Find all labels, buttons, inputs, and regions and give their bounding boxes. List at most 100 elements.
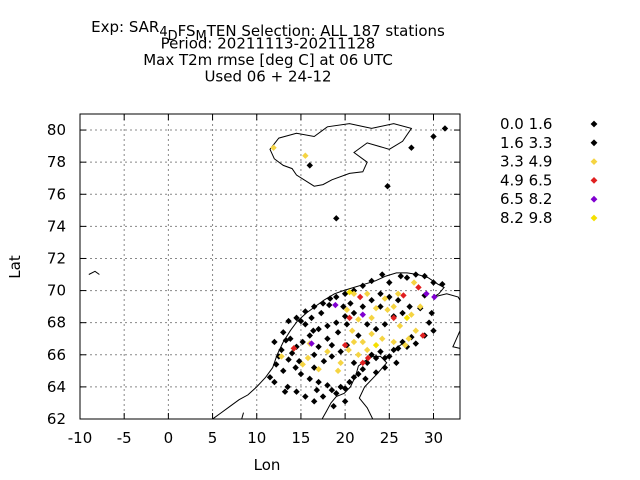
y-tick-label: 64 bbox=[47, 378, 66, 396]
station-marker bbox=[399, 309, 406, 317]
x-tick-label: -5 bbox=[117, 429, 132, 447]
station-marker bbox=[396, 322, 404, 330]
station-markers bbox=[266, 125, 449, 410]
coastline bbox=[452, 330, 460, 349]
station-marker bbox=[333, 293, 340, 301]
station-marker bbox=[278, 353, 285, 360]
station-marker bbox=[355, 351, 362, 358]
legend-marker bbox=[590, 158, 598, 165]
legend-label: 8.2 9.8 bbox=[500, 209, 552, 227]
station-marker bbox=[266, 374, 274, 381]
station-marker bbox=[397, 272, 404, 280]
station-marker bbox=[308, 314, 315, 322]
station-marker bbox=[310, 351, 318, 358]
plot-area bbox=[79, 113, 461, 420]
title-line: Used 06 + 24-12 bbox=[204, 68, 331, 86]
station-marker bbox=[333, 390, 340, 397]
station-marker bbox=[315, 366, 322, 373]
station-marker bbox=[346, 378, 353, 386]
y-tick-label: 74 bbox=[47, 217, 66, 235]
station-marker bbox=[421, 272, 428, 280]
station-marker bbox=[408, 311, 415, 318]
y-tick-label: 70 bbox=[47, 282, 66, 300]
title-part: D bbox=[168, 29, 178, 44]
station-marker bbox=[355, 316, 362, 323]
station-marker bbox=[328, 386, 336, 394]
station-marker bbox=[430, 133, 437, 140]
station-marker bbox=[318, 309, 325, 317]
station-marker bbox=[348, 327, 356, 334]
station-marker bbox=[302, 152, 309, 159]
station-marker bbox=[310, 327, 317, 334]
station-marker bbox=[337, 348, 344, 355]
station-marker bbox=[372, 341, 380, 349]
station-marker bbox=[334, 367, 342, 375]
title-line: Exp: SAR4DFSMTEN Selection: ALL 187 stat… bbox=[91, 18, 445, 44]
station-marker bbox=[315, 343, 322, 350]
station-marker bbox=[341, 398, 349, 405]
station-marker bbox=[403, 314, 411, 322]
station-marker bbox=[330, 402, 337, 410]
station-marker bbox=[285, 356, 292, 363]
station-marker bbox=[308, 340, 315, 347]
station-marker bbox=[419, 332, 427, 339]
title-part: FS bbox=[178, 22, 196, 40]
station-marker bbox=[284, 383, 291, 391]
x-tick-label: 15 bbox=[291, 429, 310, 447]
station-marker bbox=[379, 335, 386, 342]
station-marker bbox=[412, 340, 420, 347]
station-marker bbox=[347, 300, 354, 307]
station-marker bbox=[346, 314, 353, 322]
station-marker bbox=[412, 327, 420, 334]
station-marker bbox=[302, 321, 309, 328]
station-marker bbox=[278, 346, 285, 354]
y-tick-label: 80 bbox=[47, 121, 66, 139]
legend-marker bbox=[590, 139, 598, 147]
legend-label: 4.9 6.5 bbox=[500, 171, 552, 189]
station-marker bbox=[386, 279, 393, 286]
station-marker bbox=[341, 385, 349, 392]
station-marker bbox=[412, 271, 420, 278]
station-marker bbox=[400, 292, 407, 299]
station-marker bbox=[377, 348, 384, 355]
station-marker bbox=[359, 338, 366, 346]
station-marker bbox=[364, 359, 371, 367]
station-marker bbox=[362, 375, 369, 383]
y-tick-label: 72 bbox=[47, 249, 66, 267]
station-marker bbox=[405, 335, 412, 342]
legend-marker bbox=[590, 214, 598, 222]
station-marker bbox=[372, 305, 380, 312]
station-marker bbox=[319, 300, 327, 307]
station-marker bbox=[359, 282, 366, 289]
x-tick-label: 25 bbox=[380, 429, 399, 447]
station-marker bbox=[341, 341, 349, 349]
y-tick-label: 76 bbox=[47, 185, 66, 203]
station-marker bbox=[377, 290, 384, 297]
station-marker bbox=[384, 183, 391, 190]
station-marker bbox=[324, 322, 331, 330]
station-marker bbox=[293, 388, 300, 395]
station-marker bbox=[290, 345, 298, 352]
legend-marker bbox=[590, 120, 598, 128]
station-marker bbox=[372, 354, 380, 362]
station-marker bbox=[350, 374, 358, 381]
x-tick-label: 5 bbox=[208, 429, 218, 447]
station-marker bbox=[346, 288, 353, 296]
y-tick-label: 66 bbox=[47, 346, 66, 364]
station-marker bbox=[328, 341, 336, 349]
station-marker bbox=[364, 346, 371, 354]
station-marker bbox=[310, 398, 318, 405]
station-marker bbox=[293, 314, 300, 322]
y-axis-ticks: 62 64 66 68 70 72 74 76 78 80 bbox=[47, 121, 460, 428]
station-marker bbox=[297, 370, 305, 378]
station-marker bbox=[372, 325, 380, 333]
station-marker bbox=[324, 348, 331, 355]
coastline bbox=[88, 270, 100, 275]
station-marker bbox=[326, 301, 333, 309]
x-tick-label: 10 bbox=[247, 429, 266, 447]
station-marker bbox=[364, 321, 371, 328]
station-marker bbox=[328, 353, 336, 360]
station-marker bbox=[281, 388, 289, 395]
station-marker bbox=[324, 382, 331, 389]
